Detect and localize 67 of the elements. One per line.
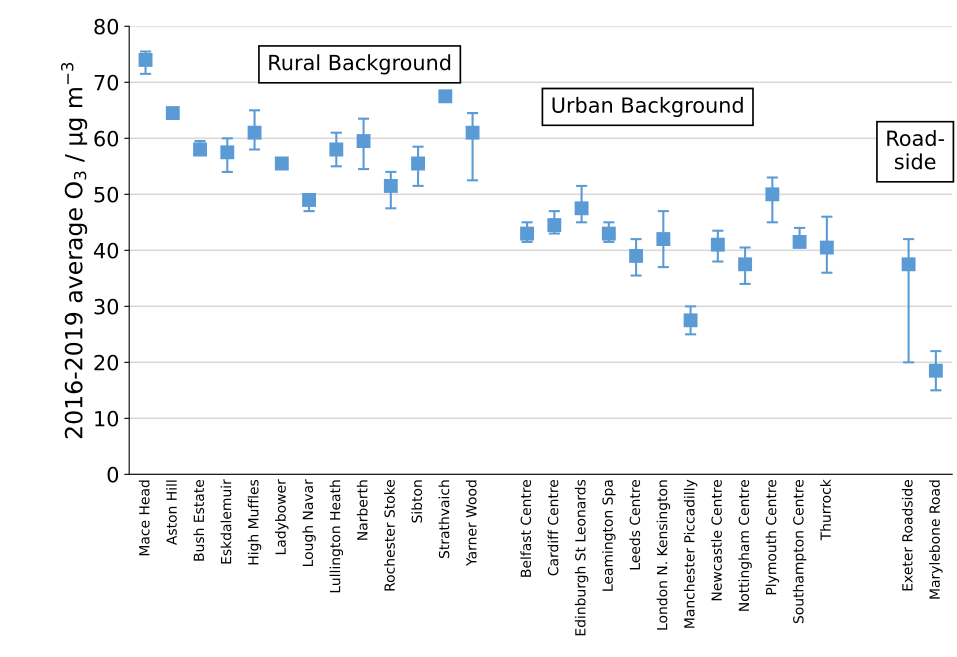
point	[520, 226, 534, 240]
point	[765, 187, 780, 202]
x-tick-label: Leeds Centre	[629, 480, 640, 570]
x-tick-label: Edinburgh St Leonards	[574, 480, 588, 636]
point	[629, 248, 644, 263]
annotation: Rural Background	[269, 54, 450, 74]
y-tick-label: 10	[95, 410, 118, 427]
annotation: Urban Background	[552, 96, 743, 118]
point	[684, 313, 698, 328]
x-tick-label: Yarner Wood	[466, 480, 477, 566]
y-tick-label: 50	[94, 186, 118, 203]
x-tick-label: Nottingham Centre	[738, 480, 752, 611]
y-tick-label: 80	[94, 18, 118, 34]
x-tick-label: Sibton	[411, 480, 422, 523]
point	[547, 218, 562, 232]
x-tick-label: Eskdalemuir	[220, 479, 232, 564]
point	[356, 134, 371, 148]
point	[329, 142, 344, 156]
x-tick-label: Thurrock	[820, 479, 831, 540]
x-tick-label: Belfast Centre	[520, 480, 532, 577]
annotation: Road- side	[887, 130, 944, 170]
y-tick-label: 70	[94, 74, 118, 90]
x-tick-label: Exeter Roadside	[902, 480, 913, 590]
x-tick-label: Newcastle Centre	[711, 480, 722, 600]
x-tick-label: Mace Head	[138, 480, 150, 556]
point	[166, 106, 180, 120]
x-tick-label: Bush Estate	[193, 480, 204, 561]
point	[738, 257, 752, 272]
point	[792, 234, 807, 249]
point	[248, 126, 262, 140]
x-tick-label: Plymouth Centre	[766, 480, 780, 594]
y-tick-label: 0	[108, 466, 118, 483]
x-tick-label: Strathvaich	[438, 480, 450, 558]
point	[138, 52, 152, 67]
x-tick-label: Leamington Spa	[602, 480, 616, 591]
x-tick-label: Cardiff Centre	[548, 480, 558, 576]
point	[411, 156, 426, 170]
x-tick-label: Lough Navar	[302, 479, 316, 566]
x-tick-label: Manchester Piccadilly	[684, 480, 698, 628]
x-tick-label: Marylebone Road	[929, 480, 943, 599]
point	[438, 89, 452, 104]
x-tick-label: Ladybower	[275, 479, 289, 554]
x-tick-label: Lullington Heath	[330, 480, 344, 592]
x-tick-label: Narberth	[356, 480, 368, 540]
x-tick-label: London N. Kensington	[656, 480, 670, 630]
point	[820, 240, 834, 254]
y-tick-label: 20	[94, 354, 118, 371]
x-tick-label: High Muffles	[248, 480, 262, 564]
point	[656, 232, 670, 246]
point	[466, 126, 480, 140]
point	[384, 178, 398, 193]
point	[928, 364, 943, 378]
point	[302, 192, 316, 207]
y-tick-label: 30	[94, 298, 118, 315]
x-tick-label: Aston Hill	[166, 480, 177, 546]
point	[193, 142, 207, 156]
point	[902, 257, 916, 272]
y-axis-title: 2016-2019 average O$_{3}$ / µg m$^{−3}$	[60, 62, 88, 438]
y-tick-label: 40	[94, 242, 118, 259]
y-tick-label: 60	[94, 130, 118, 147]
point	[274, 156, 289, 170]
x-tick-label: Rochester Stoke	[384, 480, 395, 591]
point	[220, 145, 234, 160]
point	[710, 238, 725, 252]
x-tick-label: Southampton Centre	[792, 480, 806, 624]
point	[574, 201, 589, 216]
point	[602, 226, 616, 240]
